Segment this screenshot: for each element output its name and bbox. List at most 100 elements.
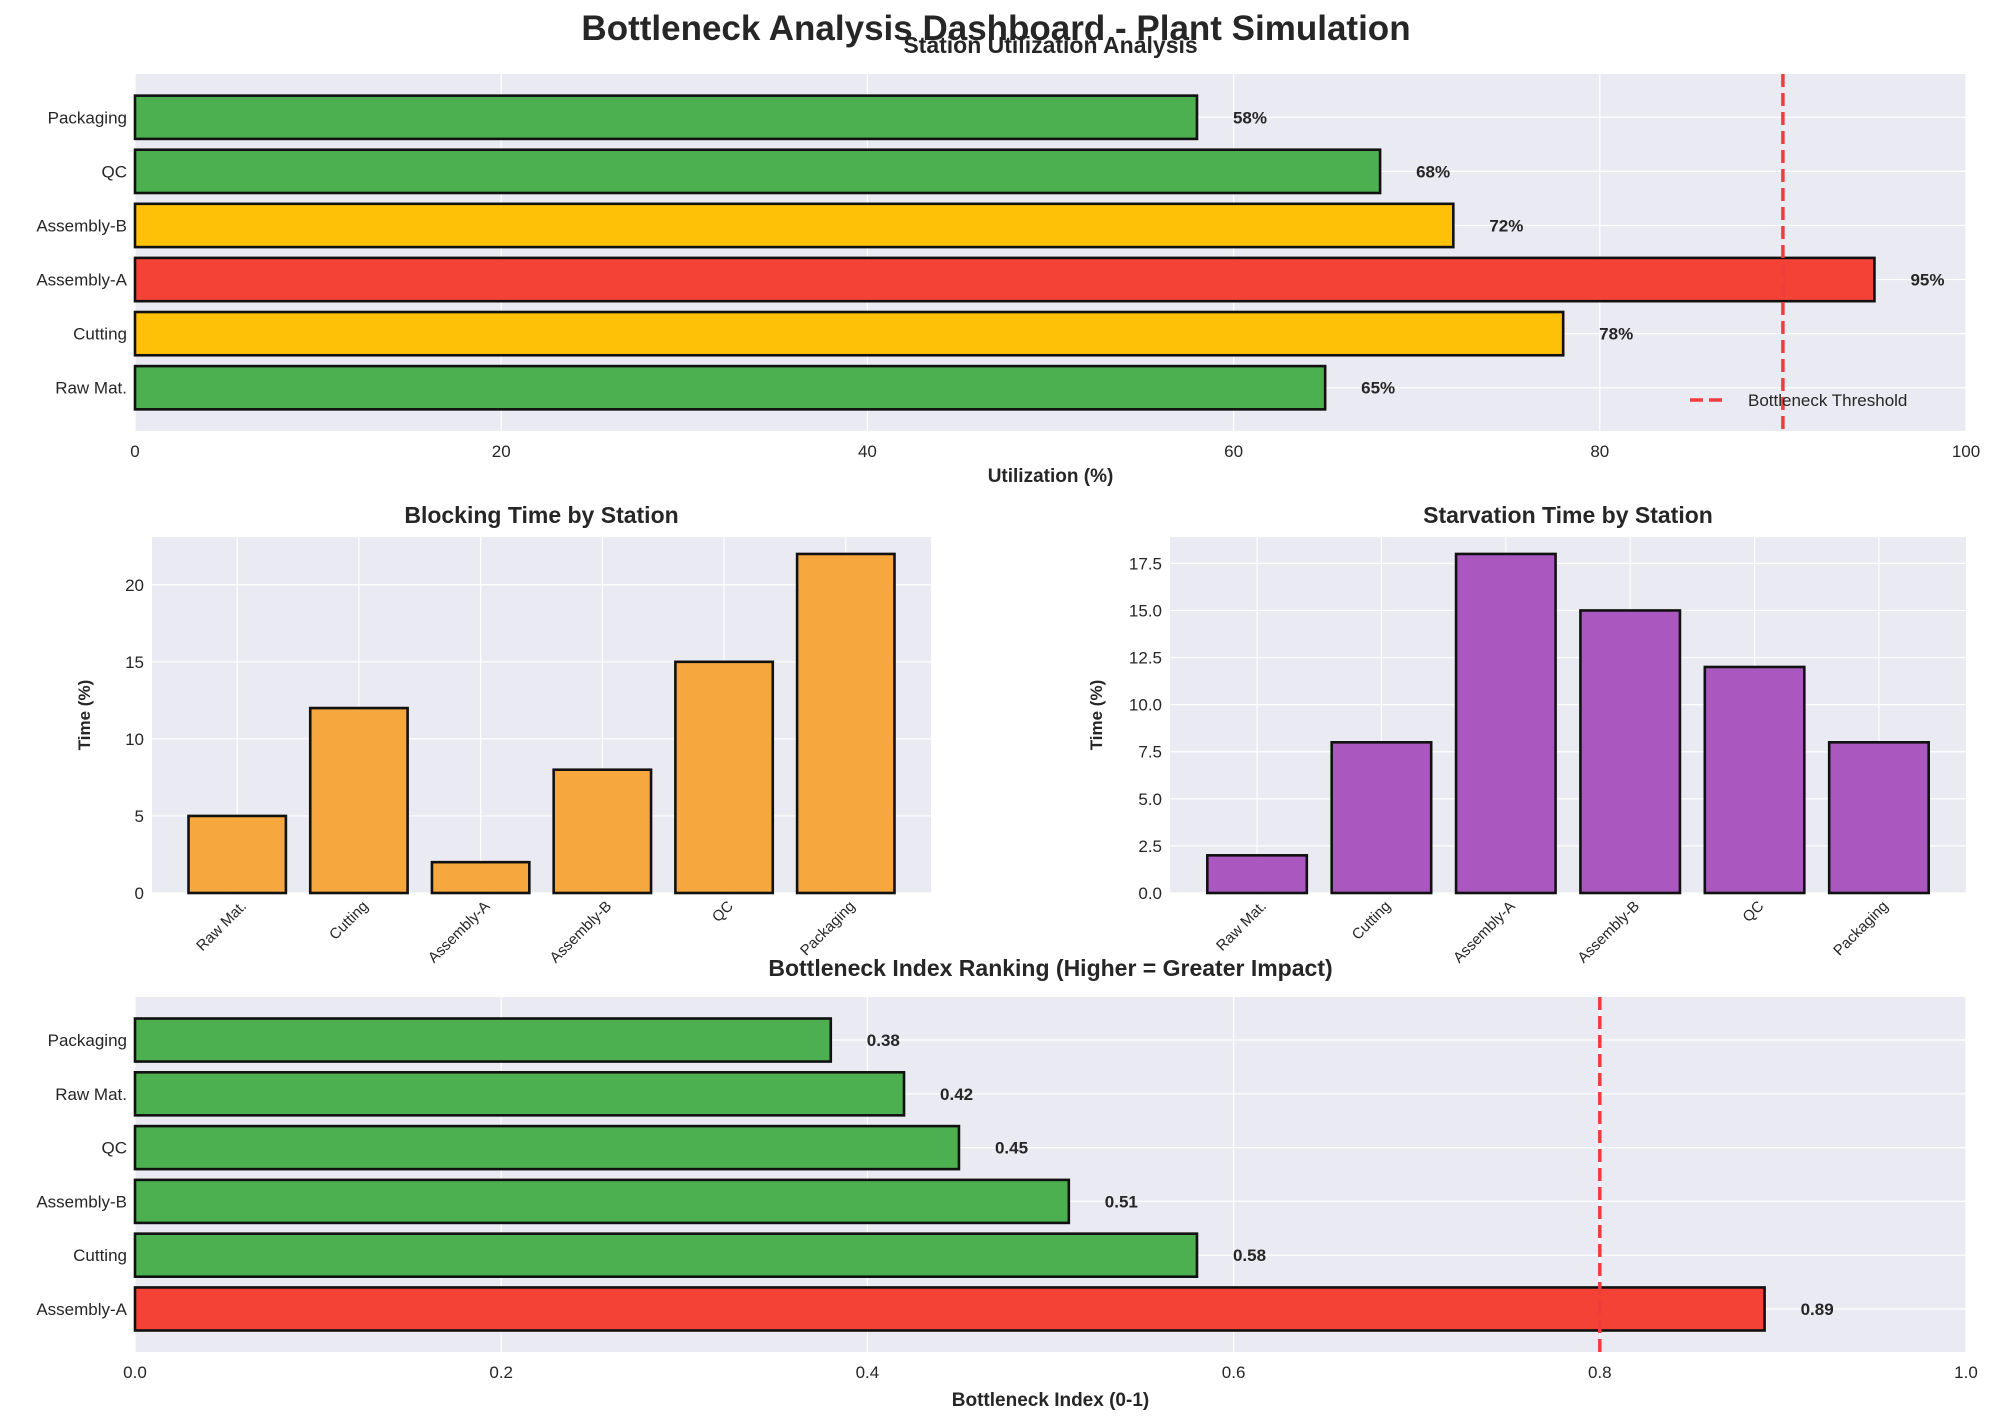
ranking-category-label: Cutting [73,1246,127,1265]
ranking-xtick-label: 1.0 [1954,1363,1978,1382]
ranking-chart [133,997,1967,1352]
utilization-bar [133,364,1327,411]
starvation-category-label: Assembly-A [1450,898,1519,967]
utilization-category-label: Assembly-A [36,271,127,290]
utilization-xtick-label: 60 [1224,442,1243,461]
starvation-bar [1827,741,1930,895]
starvation-category-label: Raw Mat. [1213,898,1270,955]
utilization-category-label: QC [102,162,128,181]
ranking-xtick-label: 0.8 [1588,1363,1612,1382]
ranking-bar [133,1286,1766,1332]
utilization-value-label: 95% [1910,271,1944,290]
utilization-bar [133,94,1199,141]
starvation-bar [1206,854,1309,895]
ranking-xtick-label: 0.2 [489,1363,513,1382]
dashboard-title: Bottleneck Analysis Dashboard - Plant Si… [581,9,1410,48]
utilization-category-label: Cutting [73,325,127,344]
ranking-category-label: Packaging [48,1031,127,1050]
utilization-value-label: 72% [1489,216,1523,235]
utilization-value-label: 78% [1599,325,1633,344]
blocking-bar [187,814,288,895]
starvation-category-label: Assembly-B [1574,898,1643,967]
starvation-bar [1330,741,1433,895]
blocking-title: Blocking Time by Station [404,502,678,528]
blocking-category-label: Cutting [326,898,372,944]
blocking-category-label: Raw Mat. [193,898,250,955]
starvation-ytick-label: 15.0 [1129,601,1162,620]
starvation-bar [1579,609,1682,895]
ranking-xtick-label: 0.0 [123,1363,147,1382]
starvation-bar [1703,665,1806,895]
utilization-bar [133,148,1382,195]
starvation-ytick-label: 7.5 [1138,743,1162,762]
ranking-title: Bottleneck Index Ranking (Higher = Great… [768,955,1332,981]
utilization-category-label: Raw Mat. [55,379,127,398]
blocking-chart [152,537,931,895]
utilization-xtick-label: 80 [1590,442,1609,461]
utilization-chart [133,74,1967,431]
blocking-ytick-label: 15 [125,653,144,672]
ranking-xtick-label: 0.6 [1222,1363,1246,1382]
starvation-ytick-label: 0.0 [1138,884,1162,903]
starvation-title: Starvation Time by Station [1423,502,1713,528]
utilization-legend-label: Bottleneck Threshold [1748,391,1907,410]
blocking-ytick-label: 5 [135,807,144,826]
starvation-ytick-label: 17.5 [1129,554,1162,573]
starvation-ylabel: Time (%) [1087,680,1106,751]
ranking-xlabel: Bottleneck Index (0-1) [952,1390,1149,1411]
ranking-bar [133,1124,961,1171]
ranking-category-label: QC [102,1139,128,1158]
starvation-chart [1170,537,1966,895]
ranking-xtick-label: 0.4 [856,1363,880,1382]
utilization-xtick-label: 100 [1952,442,1980,461]
blocking-bar [552,768,653,895]
blocking-bar [795,552,896,895]
utilization-bar [133,310,1565,357]
utilization-value-label: 58% [1233,108,1267,127]
utilization-bar [133,202,1455,249]
starvation-ytick-label: 12.5 [1129,649,1162,668]
blocking-bar [430,860,531,895]
ranking-value-label: 0.58 [1233,1246,1266,1265]
ranking-value-label: 0.45 [995,1139,1028,1158]
utilization-xtick-label: 0 [130,442,139,461]
blocking-category-label: Assembly-A [425,898,494,967]
utilization-xtick-label: 20 [492,442,511,461]
ranking-category-label: Assembly-A [36,1300,127,1319]
blocking-category-label: Packaging [797,898,859,960]
blocking-ytick-label: 0 [135,884,144,903]
blocking-ytick-label: 20 [125,576,144,595]
utilization-value-label: 65% [1361,379,1395,398]
blocking-category-label: QC [709,898,737,926]
utilization-value-label: 68% [1416,162,1450,181]
starvation-ytick-label: 10.0 [1129,696,1162,715]
blocking-bar [674,660,775,895]
ranking-value-label: 0.51 [1105,1192,1138,1211]
ranking-bar [133,1232,1199,1278]
ranking-value-label: 0.89 [1801,1300,1834,1319]
blocking-category-label: Assembly-B [547,898,616,967]
utilization-xtick-label: 40 [858,442,877,461]
starvation-category-label: QC [1739,898,1767,926]
ranking-category-label: Assembly-B [36,1192,127,1211]
utilization-bar [133,256,1876,303]
ranking-bar [133,1071,906,1117]
ranking-category-label: Raw Mat. [55,1085,127,1104]
starvation-category-label: Cutting [1349,898,1395,944]
ranking-value-label: 0.42 [940,1085,973,1104]
utilization-category-label: Assembly-B [36,216,127,235]
blocking-ytick-label: 10 [125,730,144,749]
blocking-ylabel: Time (%) [75,680,94,751]
utilization-title: Station Utilization Analysis [903,32,1197,58]
ranking-value-label: 0.38 [867,1031,900,1050]
starvation-category-label: Packaging [1830,898,1892,960]
starvation-ytick-label: 5.0 [1138,790,1162,809]
blocking-bar [308,706,409,895]
starvation-ytick-label: 2.5 [1138,837,1162,856]
utilization-category-label: Packaging [48,108,127,127]
ranking-bar [133,1017,833,1063]
utilization-xlabel: Utilization (%) [988,466,1114,487]
starvation-bar [1454,552,1557,895]
